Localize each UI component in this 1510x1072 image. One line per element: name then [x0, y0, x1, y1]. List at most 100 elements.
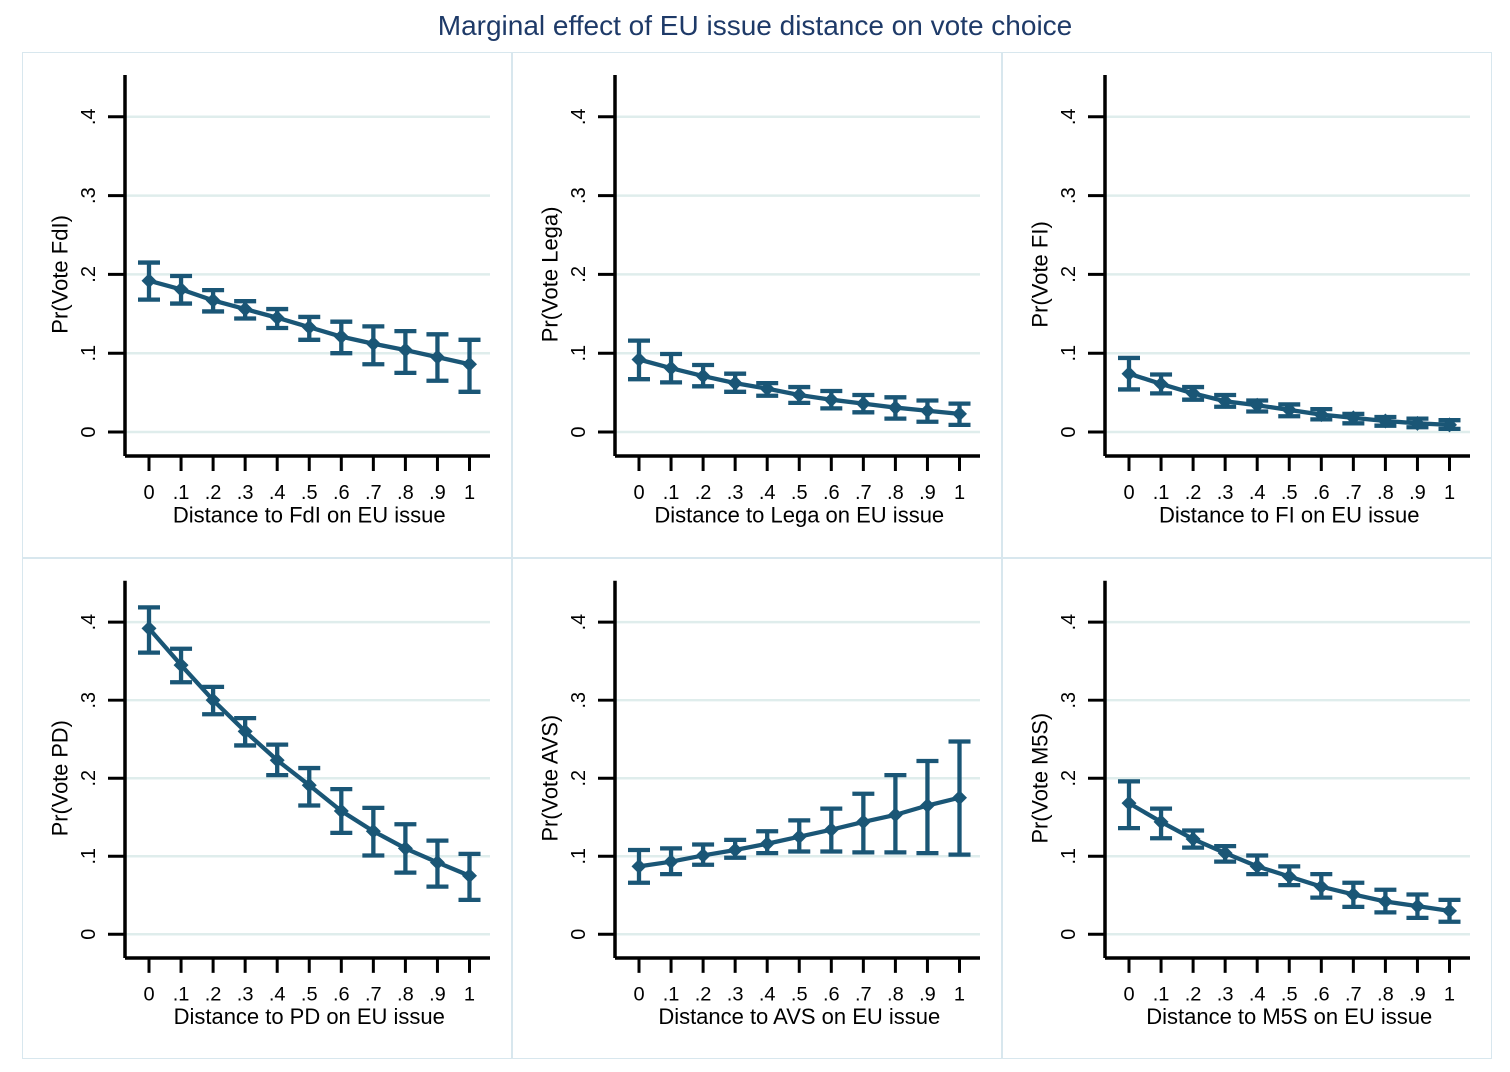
marker-diamond — [887, 807, 903, 823]
y-axis-title-text: Pr(Vote M5S) — [1027, 713, 1052, 844]
axes — [1103, 75, 1470, 458]
x-tick-label: .3 — [237, 984, 254, 1006]
panel-lega: 0 .1 .2 .3 .4 0 .1 .2 .3 .4 .5 .6 .7 .8 .9 1 Pr(Vote Leg… — [512, 52, 1002, 558]
x-axis-title: Distance to FdI on EU issue — [173, 503, 446, 528]
x-tick-label: .4 — [759, 984, 776, 1006]
marker-diamond — [1249, 858, 1265, 874]
x-tick-label: 1 — [464, 482, 475, 504]
y-tick-labels: 0 .1 .2 .3 .4 — [568, 108, 615, 438]
x-tick-label: 0 — [1123, 984, 1134, 1006]
x-tick-label: .8 — [887, 482, 904, 504]
marker-diamond — [759, 836, 775, 852]
x-tick-label: .4 — [759, 482, 776, 504]
marker-diamond — [663, 360, 679, 376]
y-tick-labels: 0 .1 .2 .3 .4 — [568, 614, 615, 940]
x-tick-label: .2 — [205, 984, 222, 1006]
x-tick-label: .6 — [333, 984, 350, 1006]
x-axis-title: Distance to M5S on EU issue — [1146, 1004, 1432, 1029]
ci-bars — [138, 605, 481, 903]
x-tick-labels: 0 .1 .2 .3 .4 .5 .6 .7 .8 .9 1 — [143, 456, 475, 504]
axes — [613, 75, 980, 458]
y-tick-label: .2 — [568, 770, 590, 787]
panel-m5s-svg: 0 .1 .2 .3 .4 0 .1 .2 .3 .4 .5 .6 .7 .8 .9 1 Pr(Vote M5S… — [1027, 580, 1470, 1029]
y-tick-label: .2 — [78, 770, 100, 787]
marker-diamond — [462, 356, 477, 372]
y-axis-title: Pr(Vote FI) — [1028, 221, 1053, 327]
gridlines — [615, 115, 980, 434]
axes — [613, 580, 980, 960]
panel-fdi-svg: 0 .1 .2 .3 .4 0 .1 .2 .3 .4 .5 .6 .7 .8 .9 1 Pr(Vote FdI… — [48, 75, 490, 528]
marker-diamond — [1409, 898, 1425, 914]
x-tick-label: .9 — [429, 482, 446, 504]
x-tick-label: .1 — [663, 984, 680, 1006]
x-tick-label: .3 — [727, 482, 744, 504]
markers — [631, 352, 967, 422]
marker-diamond — [429, 349, 445, 365]
x-tick-label: .7 — [1345, 984, 1362, 1006]
y-tick-label: .4 — [1058, 614, 1080, 631]
y-tick-label: .2 — [78, 266, 100, 283]
x-tick-label: .6 — [823, 482, 840, 504]
x-tick-label: .1 — [173, 482, 190, 504]
marker-diamond — [301, 777, 317, 793]
x-axis-title: Distance to Lega on EU issue — [654, 503, 944, 528]
marker-diamond — [1217, 393, 1233, 409]
y-tick-label: .4 — [78, 614, 100, 631]
x-tick-label: .2 — [695, 984, 712, 1006]
marker-diamond — [663, 854, 679, 870]
y-tick-label: .3 — [568, 692, 590, 709]
x-axis-title-text: Distance to PD on EU issue — [174, 1004, 445, 1029]
x-tick-label: .1 — [1153, 984, 1170, 1006]
x-tick-label: .6 — [333, 482, 350, 504]
marker-diamond — [1153, 814, 1169, 830]
x-tick-label: .4 — [269, 482, 286, 504]
x-tick-label: 1 — [1444, 482, 1455, 504]
marker-diamond — [1185, 385, 1201, 401]
series — [147, 627, 471, 878]
x-tick-label: .6 — [823, 984, 840, 1006]
marker-diamond — [631, 858, 647, 874]
x-tick-label: 1 — [464, 984, 475, 1006]
y-tick-label: .4 — [568, 108, 590, 125]
markers — [141, 273, 477, 372]
x-tick-label: .9 — [429, 984, 446, 1006]
marker-diamond — [855, 814, 871, 830]
x-axis-title-text: Distance to AVS on EU issue — [658, 1004, 940, 1029]
x-tick-label: .2 — [1185, 482, 1202, 504]
y-tick-labels: 0 .1 .2 .3 .4 — [1058, 108, 1105, 438]
marker-diamond — [397, 840, 413, 856]
x-tick-label: .6 — [1313, 482, 1330, 504]
x-tick-label: .5 — [1281, 482, 1298, 504]
y-tick-label: 0 — [568, 426, 590, 437]
ci-bars — [1118, 779, 1461, 924]
marker-diamond — [462, 868, 477, 884]
x-tick-label: 1 — [954, 482, 965, 504]
x-tick-label: .2 — [695, 482, 712, 504]
y-tick-label: 0 — [568, 929, 590, 940]
marker-diamond — [1345, 410, 1361, 426]
x-tick-label: .9 — [1409, 482, 1426, 504]
y-tick-label: .3 — [1058, 692, 1080, 709]
y-tick-label: .4 — [78, 108, 100, 125]
panel-avs: 0 .1 .2 .3 .4 0 .1 .2 .3 .4 .5 .6 .7 .8 .9 1 Pr(Vote AVS… — [512, 558, 1002, 1059]
marker-diamond — [695, 848, 711, 863]
marker-diamond — [365, 823, 381, 839]
y-tick-label: .1 — [78, 345, 100, 362]
x-tick-label: .3 — [237, 482, 254, 504]
x-tick-label: 0 — [633, 482, 644, 504]
x-tick-labels: 0 .1 .2 .3 .4 .5 .6 .7 .8 .9 1 — [1123, 958, 1455, 1006]
markers — [141, 620, 477, 884]
y-tick-label: .1 — [568, 345, 590, 362]
y-axis-title: Pr(Vote FdI) — [48, 215, 73, 334]
marker-diamond — [1442, 417, 1457, 433]
markers — [1121, 366, 1457, 433]
x-tick-label: .9 — [919, 482, 936, 504]
x-tick-label: .6 — [1313, 984, 1330, 1006]
x-tick-label: .4 — [1249, 482, 1266, 504]
gridlines — [615, 620, 980, 936]
axes — [1103, 580, 1470, 960]
x-tick-labels: 0 .1 .2 .3 .4 .5 .6 .7 .8 .9 1 — [1123, 456, 1455, 504]
y-tick-label: 0 — [78, 929, 100, 940]
marker-diamond — [823, 392, 839, 408]
x-tick-labels: 0 .1 .2 .3 .4 .5 .6 .7 .8 .9 1 — [633, 456, 965, 504]
